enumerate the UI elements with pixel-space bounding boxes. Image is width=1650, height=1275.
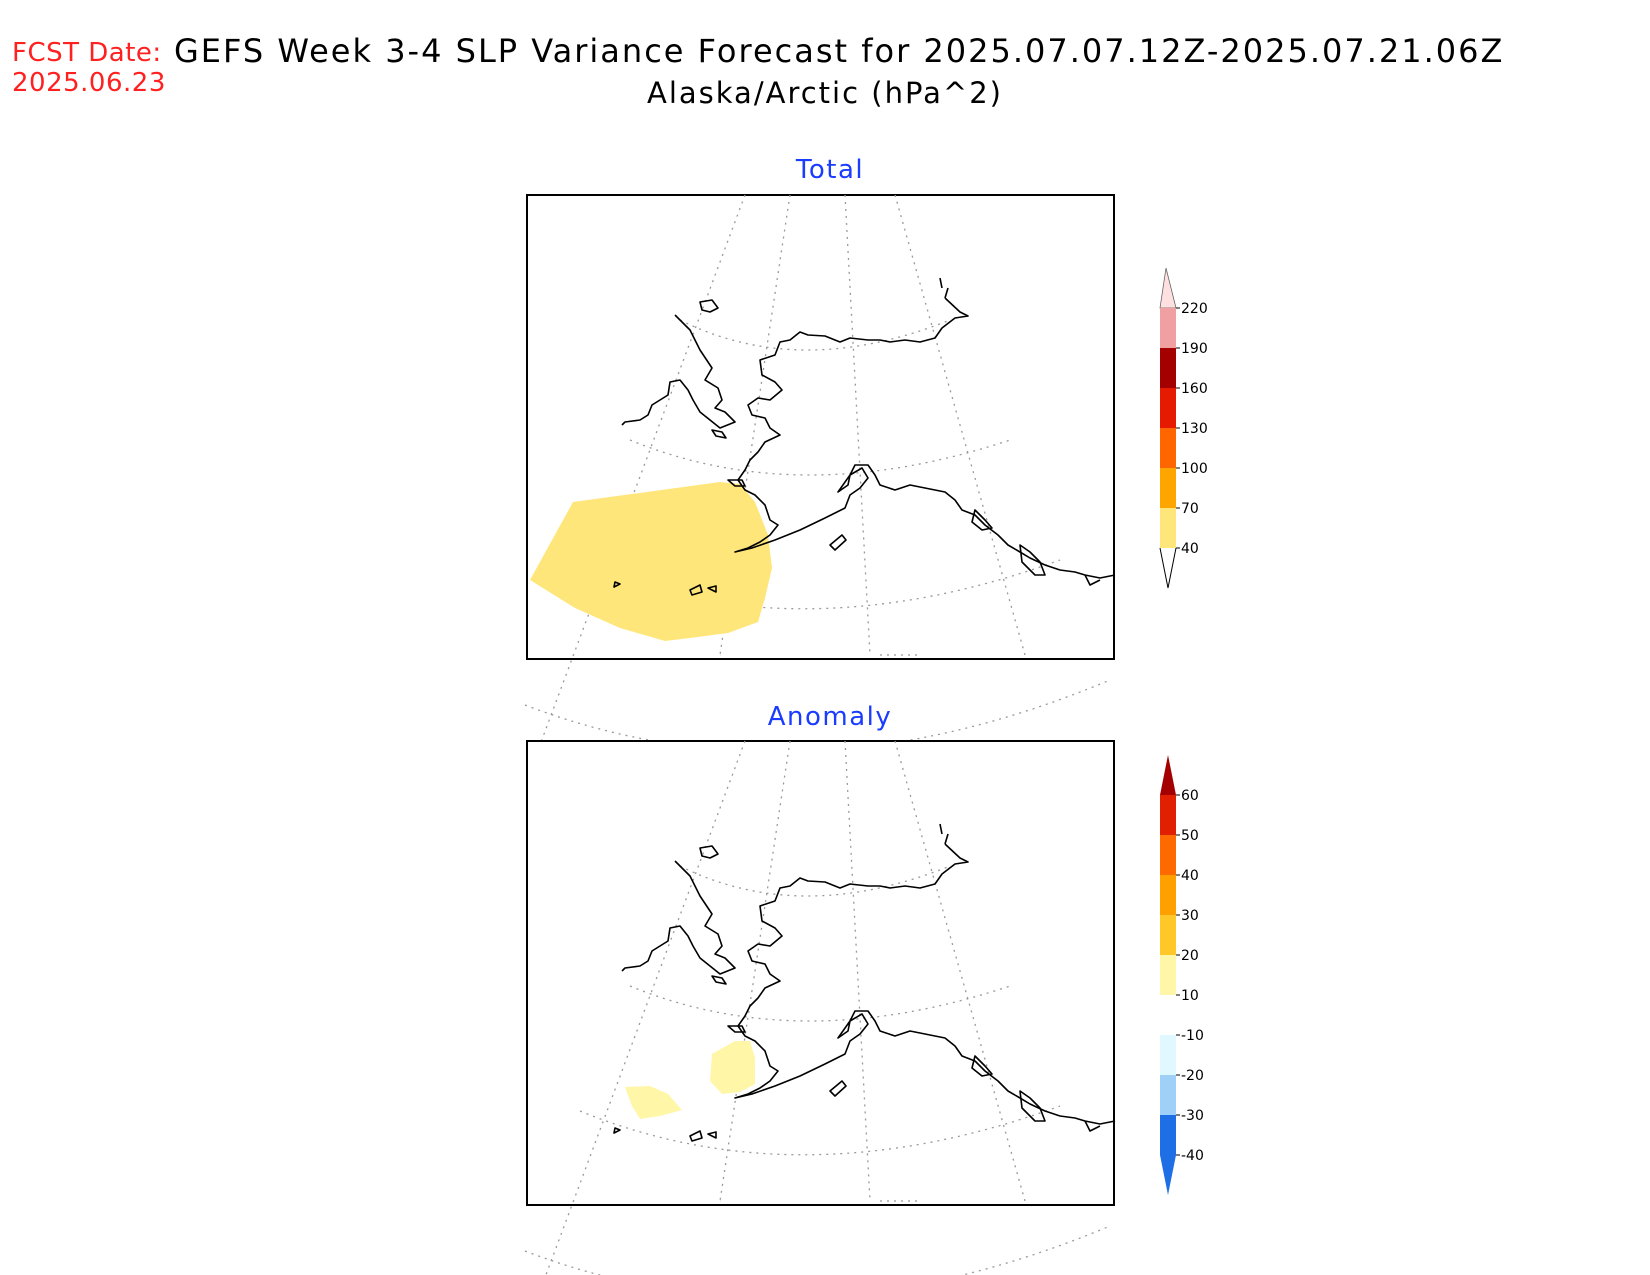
colorbar-anomaly-label: -20 [1181,1068,1204,1084]
colorbar-anomaly-label: -10 [1181,1028,1204,1044]
anomaly-area-1 [625,1086,682,1119]
colorbar-total-swatch [1160,348,1176,388]
colorbar-total-label: 190 [1181,341,1208,357]
panel-title-total: Total [795,155,865,185]
colorbar-anomaly-lower-arrow [1160,1155,1176,1195]
colorbar-total-swatch [1160,388,1176,428]
colorbar-total-label: 70 [1181,501,1199,517]
map-frame-anomaly [526,740,1115,1206]
colorbar-anomaly-label: 30 [1181,908,1199,924]
colorbar-total-label: 160 [1181,381,1208,397]
colorbar-anomaly-swatch [1160,995,1176,1035]
colorbar-anomaly-swatch [1160,915,1176,955]
main-title: GEFS Week 3-4 SLP Variance Forecast for … [174,32,1505,70]
colorbar-total-upper-arrow [1159,267,1177,309]
colorbar-anomaly-swatch [1160,955,1176,995]
colorbar-total-swatch [1160,468,1176,508]
colorbar-anomaly-swatch [1160,795,1176,835]
fcst-date-value: 2025.06.23 [12,68,166,98]
anomaly-area-2 [710,1041,755,1094]
colorbar-anomaly-label: 50 [1181,828,1199,844]
panel-title-anomaly: Anomaly [767,702,893,732]
colorbar-total-label: 220 [1181,301,1208,317]
colorbar-total-label: 40 [1181,541,1199,557]
colorbar-total-swatch [1160,308,1176,348]
colorbar-anomaly: 60 50 40 30 20 10 -10 -20 -30 -40 [1160,755,1204,1195]
colorbar-anomaly-label: 40 [1181,868,1199,884]
fcst-date-label: FCST Date: [12,38,162,68]
colorbar-anomaly-swatch [1160,875,1176,915]
colorbar-total: 220 190 160 130 100 70 40 [1159,267,1208,589]
colorbar-total-label: 130 [1181,421,1208,437]
colorbar-total-lower-arrow [1159,547,1177,589]
map-panel-anomaly [524,740,1116,1275]
colorbar-anomaly-label: 10 [1181,988,1199,1004]
colorbar-anomaly-swatch [1160,1075,1176,1115]
subtitle: Alaska/Arctic (hPa^2) [647,76,1003,110]
variance-area-total [530,482,772,641]
colorbar-anomaly-swatch [1160,1035,1176,1075]
fcst-date-block: FCST Date: 2025.06.23 [12,38,166,98]
colorbar-anomaly-label: 20 [1181,948,1199,964]
colorbar-anomaly-label: -40 [1181,1148,1204,1164]
colorbar-total-label: 100 [1181,461,1208,477]
map-panel-total [524,194,1116,786]
colorbar-anomaly-swatch [1160,1115,1176,1155]
colorbar-total-swatch [1160,428,1176,468]
colorbar-anomaly-upper-arrow [1160,755,1176,795]
colorbar-anomaly-swatch [1160,835,1176,875]
colorbar-anomaly-label: -30 [1181,1108,1204,1124]
colorbar-anomaly-label: 60 [1181,788,1199,804]
colorbar-total-swatch [1160,508,1176,548]
